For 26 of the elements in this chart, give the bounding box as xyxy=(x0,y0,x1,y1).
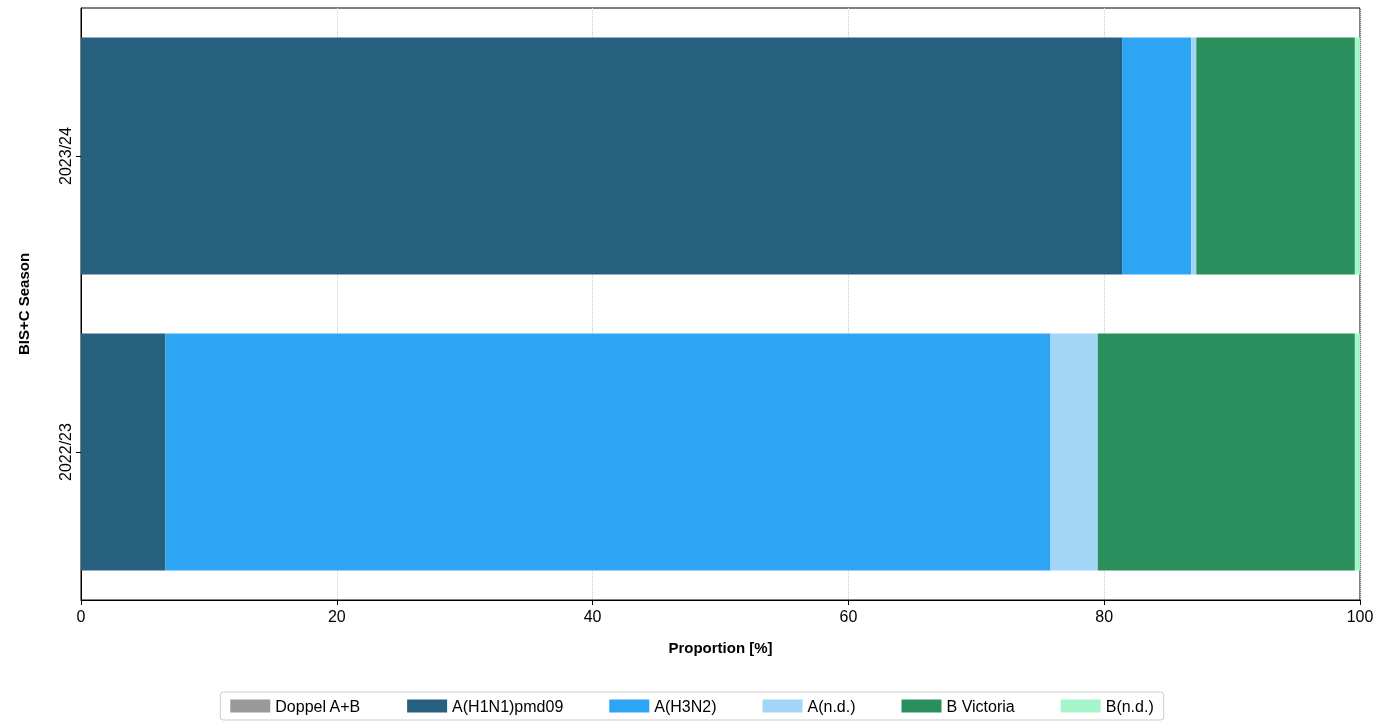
bar xyxy=(1122,37,1192,275)
x-tick-label: 100 xyxy=(1346,607,1374,625)
legend-label: B Victoria xyxy=(946,697,1015,715)
y-tick-label: 2022/23 xyxy=(56,422,74,481)
x-axis-title: Proportion [%] xyxy=(668,639,773,656)
legend-label: Doppel A+B xyxy=(275,697,361,715)
bar xyxy=(81,37,1123,275)
bar xyxy=(1196,37,1355,275)
legend-label: B(n.d.) xyxy=(1105,697,1154,715)
y-tick-label: 2023/24 xyxy=(56,126,74,185)
legend-label: A(H1N1)pmd09 xyxy=(452,697,564,715)
x-tick-label: 20 xyxy=(327,607,346,625)
bar xyxy=(1097,333,1355,571)
x-tick-label: 60 xyxy=(839,607,858,625)
y-axis-title: BIS+C Season xyxy=(15,252,32,356)
legend-label: A(n.d.) xyxy=(807,697,856,715)
bar xyxy=(1354,37,1360,275)
bar xyxy=(81,333,166,571)
bar xyxy=(1191,37,1197,275)
x-tick-label: 80 xyxy=(1095,607,1114,625)
bar xyxy=(165,333,1051,571)
bar xyxy=(1050,333,1098,571)
x-tick-label: 40 xyxy=(583,607,602,625)
x-tick-label: 0 xyxy=(76,607,86,625)
bar xyxy=(1354,333,1360,571)
legend-label: A(H3N2) xyxy=(654,697,717,715)
